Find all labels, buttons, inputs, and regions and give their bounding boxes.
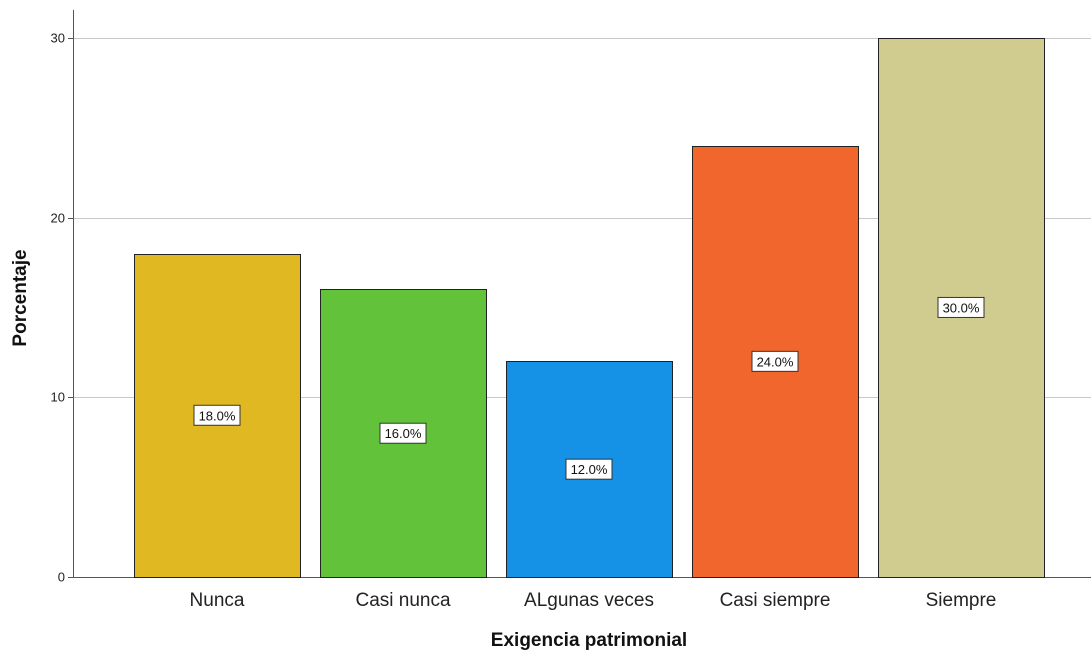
data-label: 12.0% [571,462,608,477]
x-category-label: Siempre [926,590,997,611]
bars [134,38,1045,578]
y-tick-label: 20 [51,211,65,226]
data-labels: 18.0% 16.0% 12.0% 24.0% 30.0% [193,296,985,480]
data-label: 18.0% [199,408,236,423]
x-axis-title: Exigencia patrimonial [491,630,687,651]
x-category-label: Casi siempre [720,590,831,611]
y-tick-label: 10 [51,390,65,405]
bar [134,254,301,578]
data-label-box [193,404,241,426]
y-tick-labels: 0 10 20 30 [51,31,65,585]
y-tick-label: 30 [51,31,65,46]
x-category-label: ALgunas veces [524,590,654,611]
data-label: 30.0% [943,300,980,315]
data-label-box [379,422,427,444]
x-category-label: Casi nunca [355,590,450,611]
y-axis-title: Porcentaje [10,249,31,346]
data-label-box [751,350,799,372]
x-category-labels: Nunca Casi nunca ALgunas veces Casi siempre… [190,590,997,611]
x-category-label: Nunca [190,590,245,611]
data-label: 24.0% [757,354,794,369]
y-tick-label: 0 [58,570,65,585]
data-label-box [565,458,613,480]
data-label: 16.0% [385,426,422,441]
data-label-box [937,296,985,318]
